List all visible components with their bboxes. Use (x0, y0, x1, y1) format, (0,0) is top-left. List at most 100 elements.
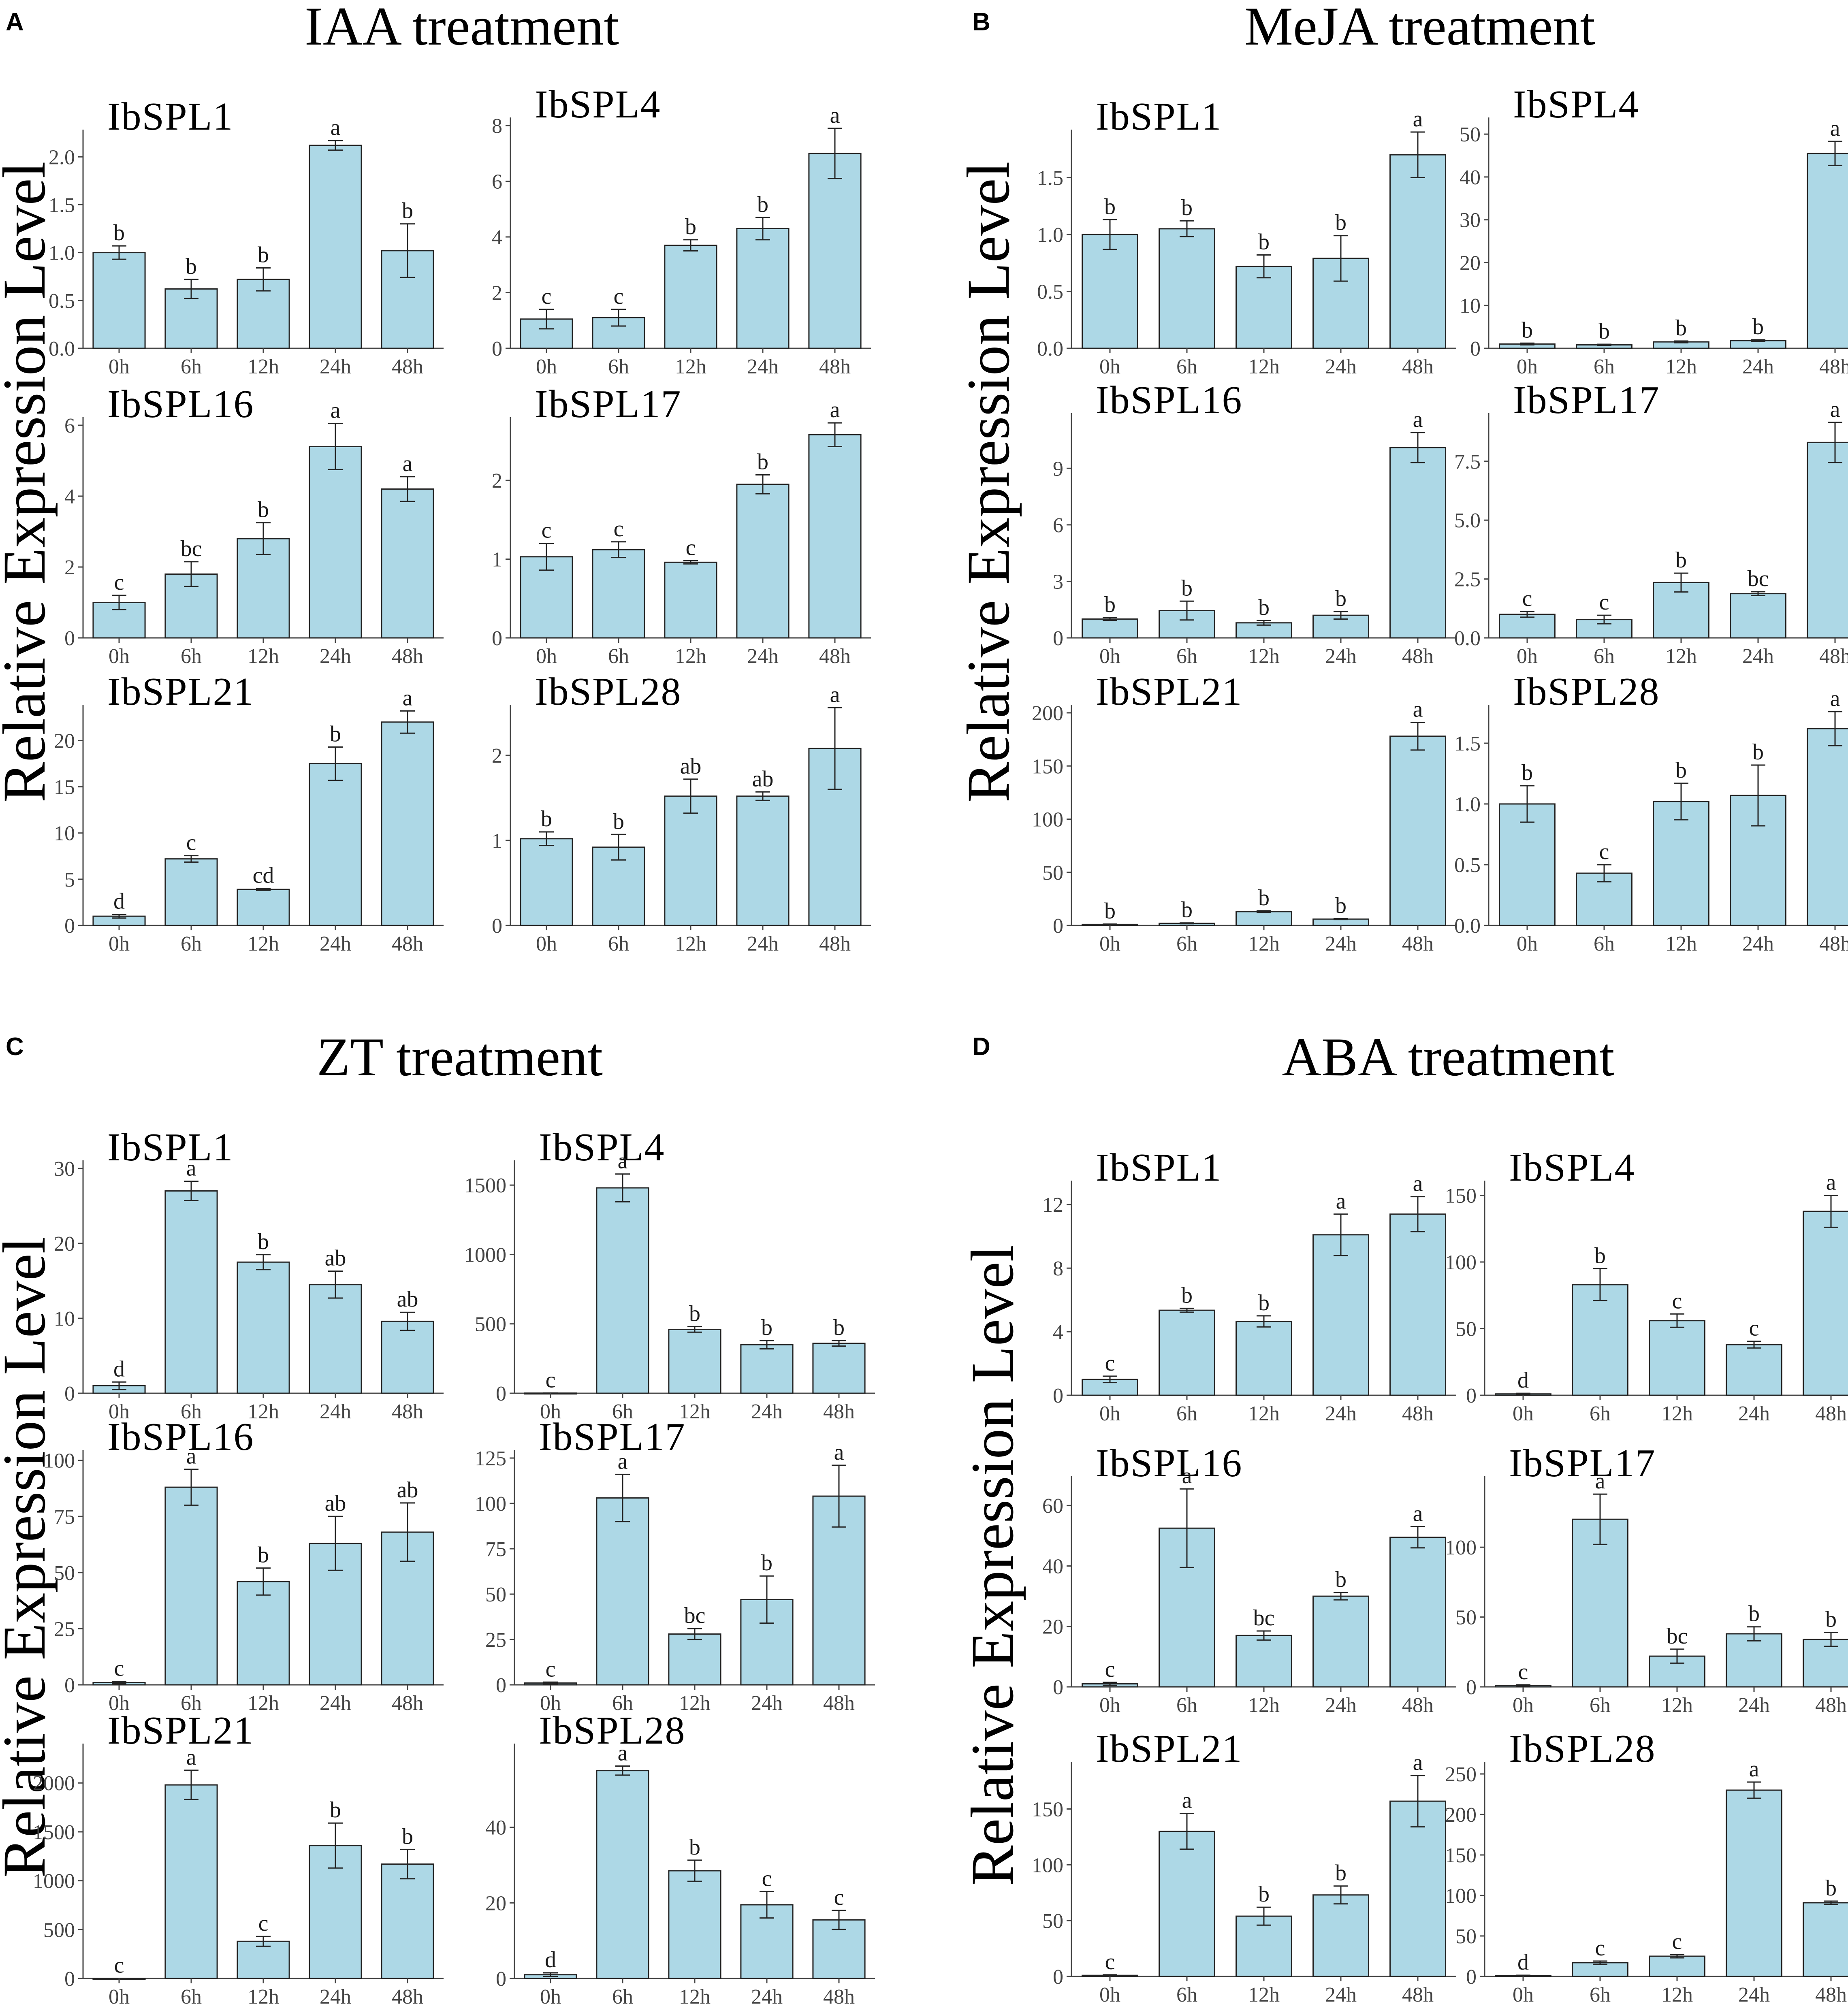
y-tick-label: 2 (64, 556, 75, 579)
significance-label: c (1522, 586, 1532, 611)
y-tick-label: 100 (1032, 808, 1063, 831)
x-tick-label: 24h (747, 645, 779, 668)
significance-label: a (1413, 407, 1423, 432)
bar-48h (1803, 1211, 1848, 1396)
significance-label: c (1599, 590, 1609, 615)
bar-48h (1389, 1800, 1446, 1977)
y-tick-label: 0 (1470, 337, 1481, 360)
significance-label: cd (253, 863, 274, 888)
gene-title: IbSPL28 (539, 1709, 686, 1752)
significance-label: c (1105, 1657, 1115, 1682)
significance-label: c (114, 570, 124, 595)
significance-label: b (1748, 1601, 1760, 1627)
x-tick-label: 48h (1402, 1983, 1434, 2004)
significance-label: a (1182, 1463, 1192, 1488)
x-tick-label: 24h (1325, 355, 1357, 378)
chart-ibspl16: IbSPL16 0 2 4 6 c 0h bc 6h b 12h a 24h a 48h (64, 382, 444, 668)
gene-title: IbSPL17 (539, 1415, 686, 1459)
bar-12h (237, 1940, 290, 1979)
chart-ibspl1: IbSPL1 0.0 0.5 1.0 1.5 b 0h b 6h b 12h b 24h a 48h (1037, 95, 1456, 378)
y-tick-label: 2 (492, 282, 502, 305)
chart-ibspl1: IbSPL1 0.0 0.5 1.0 1.5 2.0 b 0h b 6h b 12h a 24h b 48h (49, 95, 444, 378)
x-tick-label: 6h (1176, 932, 1197, 955)
significance-label: b (1258, 230, 1270, 255)
x-tick-label: 24h (751, 1985, 783, 2004)
bar-48h (1807, 153, 1848, 349)
x-tick-label: 24h (1325, 645, 1357, 668)
significance-label: b (258, 1229, 269, 1254)
y-tick-label: 0.5 (49, 290, 75, 313)
y-axis-label: Relative Expression Level (955, 162, 1022, 803)
bar-12h (1236, 266, 1292, 349)
significance-label: b (613, 809, 624, 834)
x-tick-label: 6h (181, 355, 202, 378)
x-tick-label: 48h (1819, 355, 1848, 378)
significance-label: d (1517, 1368, 1529, 1393)
x-tick-label: 48h (823, 1692, 855, 1715)
x-tick-label: 12h (248, 355, 279, 378)
bar-6h (1572, 1962, 1628, 1977)
bar-6h (596, 1187, 649, 1394)
gene-title: IbSPL16 (1096, 378, 1243, 422)
significance-label: b (1104, 592, 1116, 617)
x-tick-label: 24h (1742, 932, 1774, 955)
significance-label: b (689, 1301, 700, 1326)
x-tick-label: 12h (1248, 1402, 1280, 1425)
significance-label: c (542, 518, 552, 543)
y-tick-label: 0 (496, 1382, 506, 1405)
x-tick-label: 12h (679, 1985, 711, 2004)
significance-label: b (757, 450, 768, 475)
x-tick-label: 0h (540, 1400, 561, 1423)
bar-24h (740, 1344, 794, 1394)
significance-label: ab (397, 1477, 418, 1503)
x-tick-label: 24h (320, 645, 351, 668)
panel-title: ABA treatment (1282, 1027, 1614, 1087)
significance-label: d (545, 1947, 556, 1972)
y-tick-label: 5 (64, 868, 75, 891)
x-tick-label: 12h (1661, 1983, 1693, 2004)
bar-12h (1649, 1955, 1705, 1977)
x-tick-label: 12h (248, 1692, 279, 1715)
gene-title: IbSPL16 (107, 382, 254, 426)
bar-6h (596, 1770, 649, 1979)
x-tick-label: 6h (1594, 645, 1615, 668)
significance-label: a (1413, 107, 1423, 132)
significance-label: ab (680, 754, 702, 779)
x-tick-label: 0h (1099, 355, 1120, 378)
significance-label: c (834, 1885, 844, 1910)
significance-label: b (330, 721, 341, 746)
y-tick-label: 0 (1053, 1384, 1063, 1407)
x-tick-label: 0h (1099, 1694, 1120, 1717)
x-tick-label: 6h (608, 645, 629, 668)
x-tick-label: 48h (392, 1985, 423, 2004)
significance-label: c (114, 1953, 124, 1978)
y-tick-label: 20 (1460, 252, 1481, 275)
gene-title: IbSPL28 (535, 670, 682, 714)
x-tick-label: 12h (1248, 1983, 1280, 2004)
gene-title: IbSPL4 (535, 83, 661, 126)
x-tick-label: 12h (248, 645, 279, 668)
bar-6h (164, 858, 218, 926)
x-tick-label: 24h (1742, 645, 1774, 668)
panel-letter: B (972, 8, 990, 36)
significance-label: c (1105, 1351, 1115, 1376)
y-tick-label: 500 (475, 1313, 506, 1336)
y-tick-label: 40 (1460, 166, 1481, 189)
bar-48h (1389, 736, 1446, 926)
significance-label: a (618, 1449, 628, 1474)
bar-12h (237, 889, 290, 926)
x-tick-label: 24h (1738, 1694, 1770, 1717)
significance-label: c (1595, 1936, 1605, 1961)
x-tick-label: 24h (320, 1400, 351, 1423)
y-tick-label: 50 (1455, 1606, 1477, 1629)
x-tick-label: 48h (823, 1985, 855, 2004)
y-tick-label: 1.0 (1454, 793, 1481, 816)
bar-48h (1807, 728, 1848, 926)
significance-label: b (1104, 194, 1116, 219)
y-tick-label: 1500 (33, 1821, 75, 1844)
y-tick-label: 5.0 (1454, 509, 1481, 532)
x-tick-label: 0h (1513, 1402, 1534, 1425)
